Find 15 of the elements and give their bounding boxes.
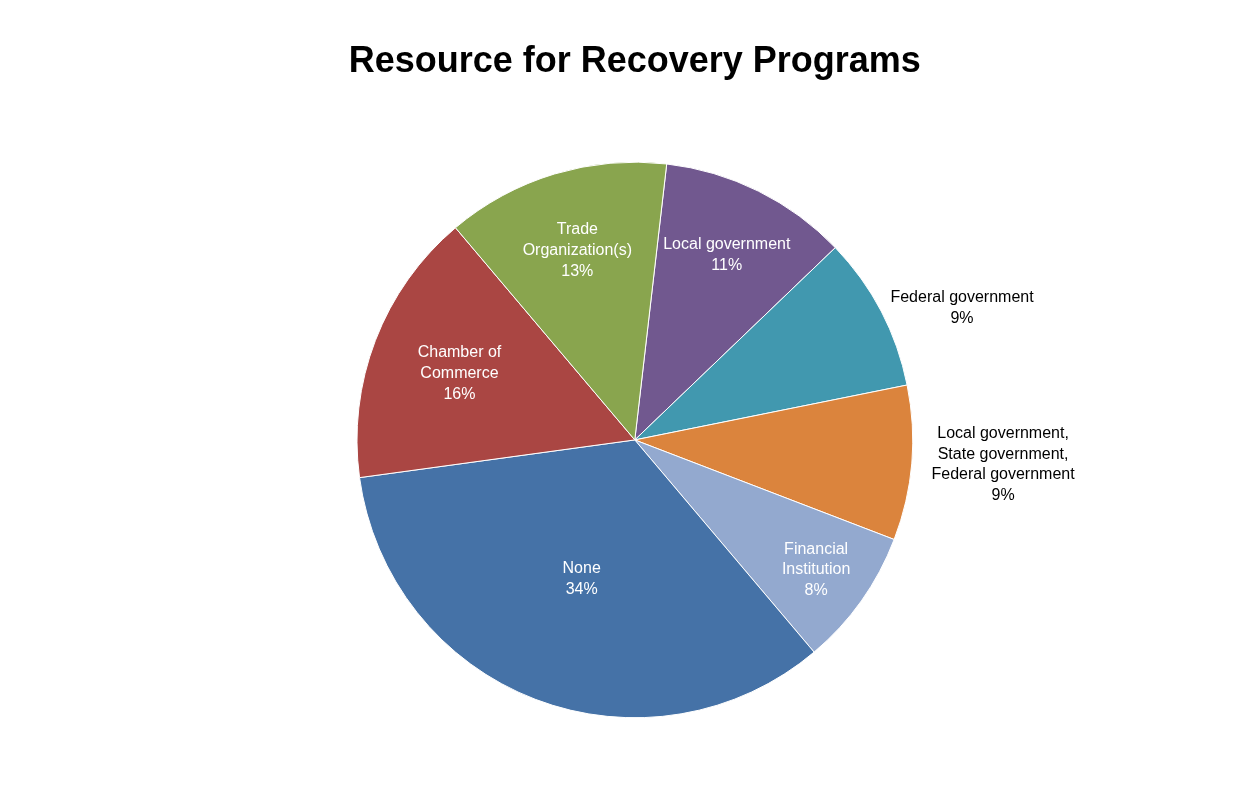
slice-label: Trade Organization(s) [522, 220, 632, 259]
data-label: 9% [991, 486, 1015, 504]
slice-label: Federal government [890, 288, 1035, 306]
slice-label: Financial Institution [781, 539, 851, 578]
slice-label: None [562, 559, 601, 577]
data-label: 13% [561, 261, 594, 279]
slice-label: Local government [663, 235, 791, 253]
data-label: 11% [711, 255, 743, 273]
data-label: 16% [443, 385, 476, 403]
slice-label: Local government, State government, Federal government [931, 423, 1076, 483]
data-label: 8% [804, 581, 828, 599]
data-label: 9% [950, 309, 974, 327]
slice-label: Chamber of Commerce [417, 343, 502, 382]
chart-title: Resource for Recovery Programs [348, 38, 921, 80]
data-label: 34% [565, 580, 598, 598]
